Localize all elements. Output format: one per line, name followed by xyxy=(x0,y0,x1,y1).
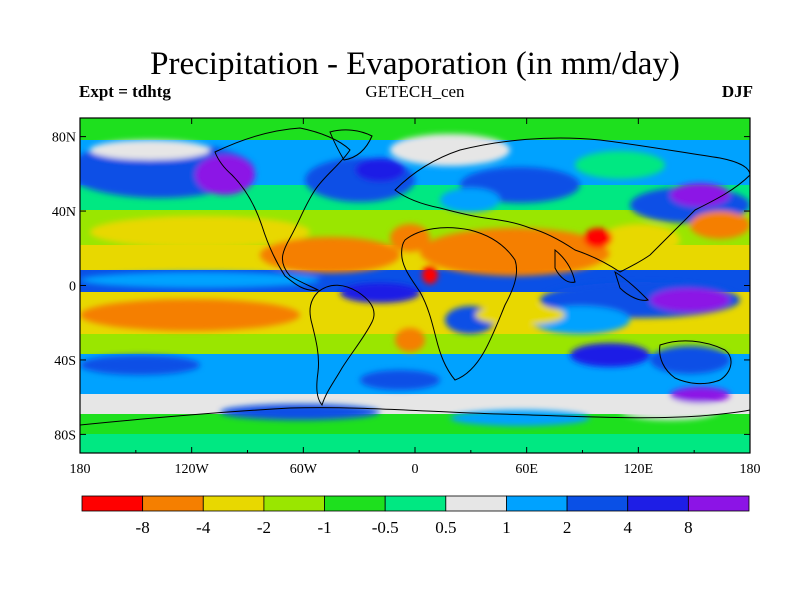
colorbar-swatch xyxy=(687,495,750,512)
colorbar-label: -0.5 xyxy=(372,518,399,537)
y-tick-label: 80N xyxy=(52,131,76,146)
x-tick-label: 60W xyxy=(290,462,318,477)
heatmap-field xyxy=(80,118,750,453)
colorbar-label: -4 xyxy=(196,518,211,537)
x-tick-label: 120W xyxy=(175,462,210,477)
colorbar-label: 1 xyxy=(502,518,511,537)
colorbar-label: 4 xyxy=(623,518,632,537)
y-tick-label: 40S xyxy=(54,354,76,369)
coastlines xyxy=(80,127,750,426)
x-tick-label: 180 xyxy=(740,462,761,477)
colorbar-label: 2 xyxy=(563,518,572,537)
colorbar-swatch xyxy=(202,495,265,512)
colorbar-swatch xyxy=(506,495,568,512)
y-tick-label: 0 xyxy=(69,280,76,295)
x-tick-label: 0 xyxy=(412,462,419,477)
colorbar-label: -1 xyxy=(317,518,331,537)
colorbar-swatch xyxy=(566,495,629,512)
colorbar-label: 0.5 xyxy=(435,518,456,537)
experiment-label: Expt = tdhtg xyxy=(79,82,171,101)
colorbar-label: -8 xyxy=(136,518,150,537)
colorbar-swatch xyxy=(384,495,447,512)
colorbar-swatch xyxy=(627,495,689,512)
colorbar-swatch xyxy=(81,495,144,512)
x-axis: 180 120W 60W 0 60E 120E 180 xyxy=(70,118,761,477)
colorbar-swatch xyxy=(142,495,204,512)
x-tick-label: 60E xyxy=(515,462,538,477)
colorbar-swatch xyxy=(263,495,325,512)
x-tick-label: 180 xyxy=(70,462,91,477)
y-axis: 80N 40N 0 40S 80S xyxy=(52,131,750,443)
y-tick-label: 80S xyxy=(54,428,76,443)
colorbar: -8 -4 -2 -1 -0.5 0.5 1 2 4 8 xyxy=(81,495,750,537)
colorbar-label: 8 xyxy=(684,518,693,537)
colorbar-swatch xyxy=(445,495,507,512)
chart-title: Precipitation - Evaporation (in mm/day) xyxy=(150,46,680,82)
y-tick-label: 40N xyxy=(52,205,76,220)
colorbar-label: -2 xyxy=(257,518,271,537)
season-label: DJF xyxy=(721,82,753,101)
dataset-label: GETECH_cen xyxy=(365,82,465,101)
colorbar-swatch xyxy=(324,495,386,512)
x-tick-label: 120E xyxy=(624,462,654,477)
